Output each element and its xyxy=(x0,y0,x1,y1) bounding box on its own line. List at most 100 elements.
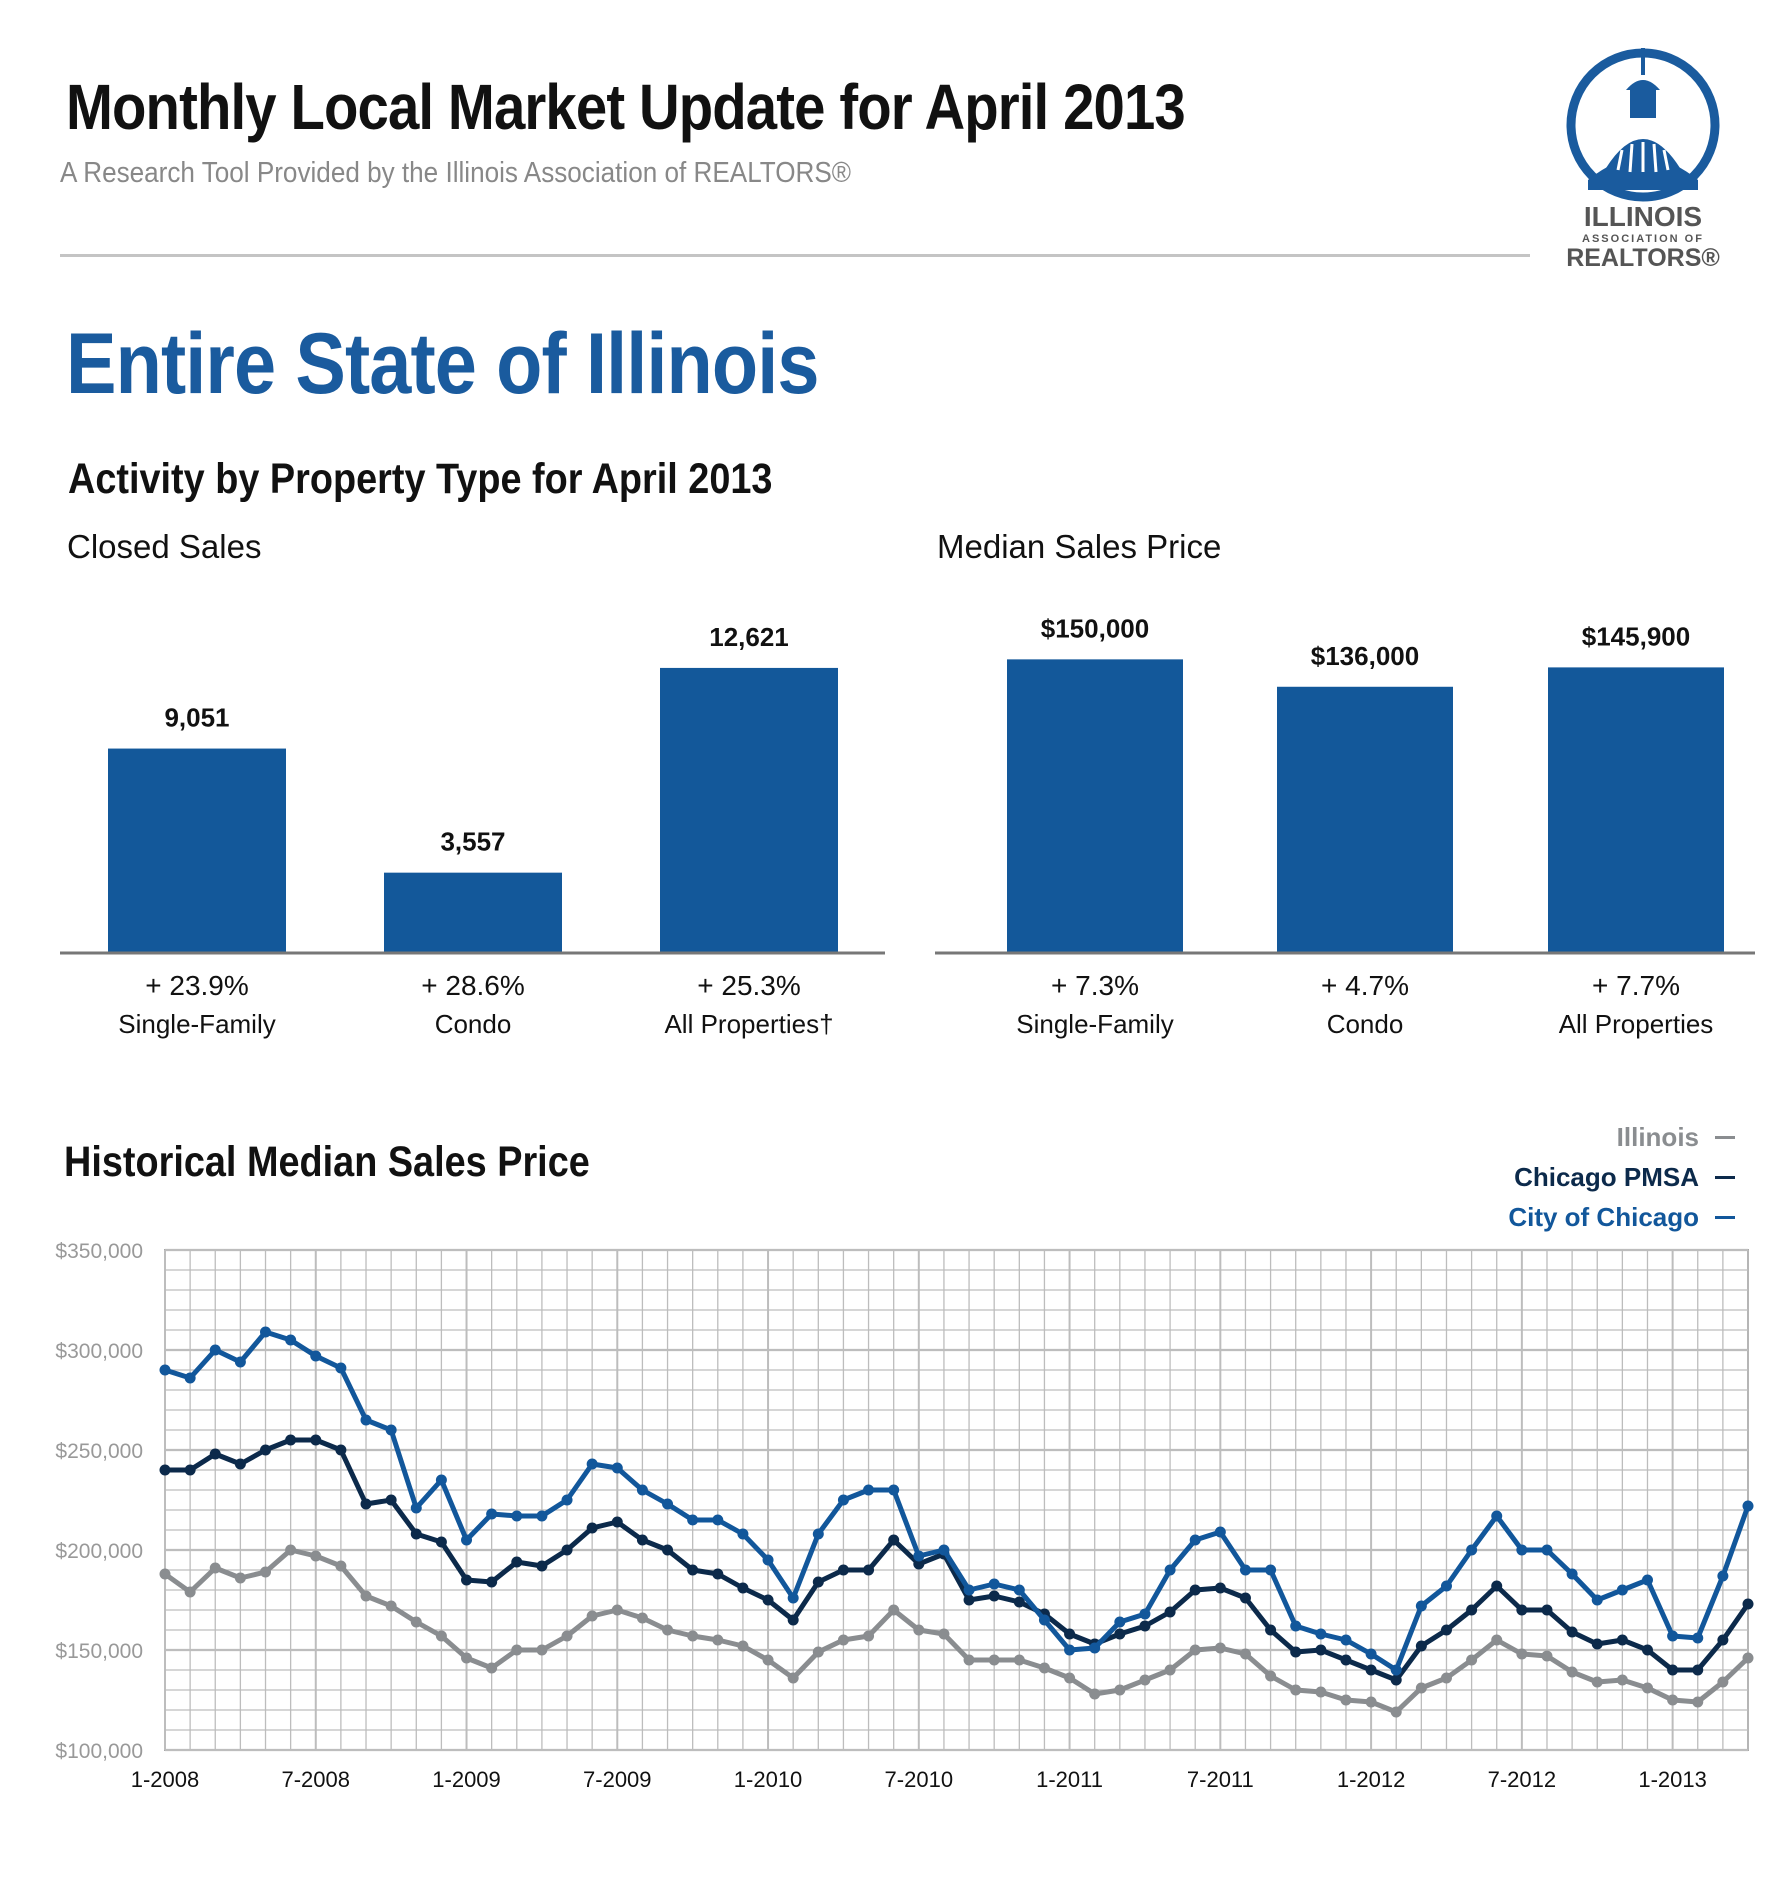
point-chicago-pmsa xyxy=(963,1594,975,1606)
point-chicago-pmsa xyxy=(863,1564,875,1576)
closed-sales-change-label-1: + 28.6% xyxy=(421,970,525,1001)
point-chicago-pmsa xyxy=(1491,1580,1503,1592)
point-city-of-chicago xyxy=(636,1484,648,1496)
history-x-tick-label: 1-2008 xyxy=(131,1767,200,1790)
point-illinois xyxy=(1641,1682,1653,1694)
closed-sales-bar-0 xyxy=(108,748,286,953)
point-illinois xyxy=(1189,1644,1201,1656)
point-illinois xyxy=(837,1634,849,1646)
history-x-tick-label: 1-2012 xyxy=(1337,1767,1406,1790)
point-chicago-pmsa xyxy=(310,1434,322,1446)
point-city-of-chicago xyxy=(285,1334,297,1346)
median-price-bar-2 xyxy=(1548,667,1724,953)
closed-sales-chart: 9,051 + 23.9% Single-Family 3,557 + 28.6% Con… xyxy=(60,622,885,1039)
point-illinois xyxy=(1616,1674,1628,1686)
point-chicago-pmsa xyxy=(812,1576,824,1588)
point-illinois xyxy=(1742,1652,1754,1664)
point-city-of-chicago xyxy=(1064,1644,1076,1656)
point-chicago-pmsa xyxy=(988,1590,1000,1602)
closed-sales-category-label-1: Condo xyxy=(435,1009,512,1039)
history-y-tick-label: $150,000 xyxy=(55,1640,143,1663)
point-chicago-pmsa xyxy=(1415,1640,1427,1652)
point-illinois xyxy=(184,1586,196,1598)
point-illinois xyxy=(1239,1648,1251,1660)
point-illinois xyxy=(1365,1696,1377,1708)
point-city-of-chicago xyxy=(360,1414,372,1426)
point-illinois xyxy=(1466,1654,1478,1666)
series-line-illinois xyxy=(163,1547,1750,1715)
point-chicago-pmsa xyxy=(1541,1604,1553,1616)
point-illinois xyxy=(536,1644,548,1656)
point-city-of-chicago xyxy=(1239,1564,1251,1576)
history-y-tick-label: $350,000 xyxy=(55,1240,143,1263)
point-city-of-chicago xyxy=(1214,1526,1226,1538)
point-chicago-pmsa xyxy=(1667,1664,1679,1676)
point-city-of-chicago xyxy=(888,1484,900,1496)
point-chicago-pmsa xyxy=(360,1498,372,1510)
point-illinois xyxy=(737,1640,749,1652)
legend-item-chicago-pmsa: Chicago PMSA xyxy=(1514,1162,1735,1193)
header-divider xyxy=(60,254,1530,257)
history-y-tick-label: $250,000 xyxy=(55,1440,143,1463)
point-chicago-pmsa xyxy=(1164,1606,1176,1618)
point-illinois xyxy=(159,1568,171,1580)
point-illinois xyxy=(310,1550,322,1562)
point-chicago-pmsa xyxy=(737,1582,749,1594)
point-city-of-chicago xyxy=(787,1592,799,1604)
point-city-of-chicago xyxy=(963,1584,975,1596)
activity-heading: Activity by Property Type for April 2013 xyxy=(68,455,773,503)
point-chicago-pmsa xyxy=(888,1534,900,1546)
median-price-category-label-0: Single-Family xyxy=(1016,1009,1174,1039)
point-illinois xyxy=(762,1654,774,1666)
point-chicago-pmsa xyxy=(787,1614,799,1626)
history-y-tick-label: $200,000 xyxy=(55,1540,143,1563)
point-city-of-chicago xyxy=(1340,1634,1352,1646)
point-illinois xyxy=(913,1624,925,1636)
logo-line1: ILLINOIS xyxy=(1584,201,1702,232)
point-illinois xyxy=(335,1560,347,1572)
point-city-of-chicago xyxy=(687,1514,699,1526)
legend-swatch-illinois xyxy=(1715,1136,1735,1139)
history-x-tick-label: 1-2011 xyxy=(1036,1767,1103,1790)
logo-line2: ASSOCIATION OF xyxy=(1582,233,1704,245)
point-illinois xyxy=(1013,1654,1025,1666)
history-x-tick-label: 7-2011 xyxy=(1187,1767,1254,1790)
legend-label-city-of-chicago: City of Chicago xyxy=(1508,1202,1699,1232)
point-city-of-chicago xyxy=(335,1362,347,1374)
point-chicago-pmsa xyxy=(486,1576,498,1588)
history-x-tick-label: 7-2012 xyxy=(1488,1767,1557,1790)
point-chicago-pmsa xyxy=(1365,1664,1377,1676)
point-chicago-pmsa xyxy=(586,1522,598,1534)
point-illinois xyxy=(1566,1666,1578,1678)
point-city-of-chicago xyxy=(812,1528,824,1540)
point-chicago-pmsa xyxy=(1189,1584,1201,1596)
point-city-of-chicago xyxy=(260,1326,272,1338)
point-city-of-chicago xyxy=(1164,1564,1176,1576)
series-line-chicago-pmsa xyxy=(165,1437,1751,1683)
point-chicago-pmsa xyxy=(335,1444,347,1456)
point-chicago-pmsa xyxy=(1114,1628,1126,1640)
point-chicago-pmsa xyxy=(1290,1646,1302,1658)
logo-line3: REALTORS® xyxy=(1566,244,1720,270)
page-subtitle: A Research Tool Provided by the Illinois… xyxy=(60,157,852,189)
legend-label-illinois: Illinois xyxy=(1616,1122,1699,1152)
closed-sales-title: Closed Sales xyxy=(67,528,262,565)
point-illinois xyxy=(461,1652,473,1664)
point-illinois xyxy=(1491,1634,1503,1646)
point-illinois xyxy=(1440,1672,1452,1684)
point-city-of-chicago xyxy=(1365,1648,1377,1660)
point-city-of-chicago xyxy=(536,1510,548,1522)
closed-sales-category-label-0: Single-Family xyxy=(118,1009,276,1039)
point-illinois xyxy=(812,1646,824,1658)
point-city-of-chicago xyxy=(1013,1584,1025,1596)
point-illinois xyxy=(1340,1694,1352,1706)
point-illinois xyxy=(1114,1684,1126,1696)
median-price-value-label-1: $136,000 xyxy=(1311,641,1419,671)
point-illinois xyxy=(209,1562,221,1574)
legend-swatch-city-of-chicago xyxy=(1715,1216,1735,1219)
point-illinois xyxy=(586,1610,598,1622)
point-city-of-chicago xyxy=(1315,1628,1327,1640)
point-city-of-chicago xyxy=(586,1458,598,1470)
series-line-city-of-chicago xyxy=(164,1329,1751,1673)
history-x-tick-label: 1-2009 xyxy=(432,1767,501,1790)
